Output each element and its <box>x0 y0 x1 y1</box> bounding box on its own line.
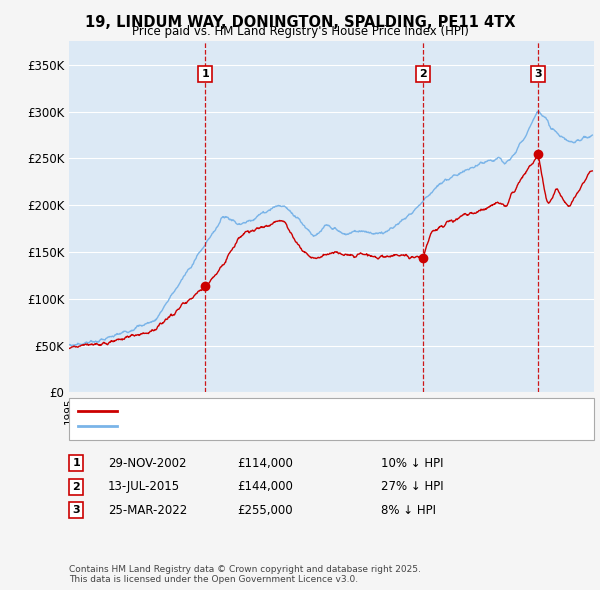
Text: Contains HM Land Registry data © Crown copyright and database right 2025.
This d: Contains HM Land Registry data © Crown c… <box>69 565 421 584</box>
Text: 25-MAR-2022: 25-MAR-2022 <box>108 504 187 517</box>
Text: Price paid vs. HM Land Registry's House Price Index (HPI): Price paid vs. HM Land Registry's House … <box>131 25 469 38</box>
Text: 1: 1 <box>201 69 209 79</box>
Text: 13-JUL-2015: 13-JUL-2015 <box>108 480 180 493</box>
Text: 19, LINDUM WAY, DONINGTON, SPALDING, PE11 4TX (detached house): 19, LINDUM WAY, DONINGTON, SPALDING, PE1… <box>123 407 490 416</box>
Text: 3: 3 <box>534 69 542 79</box>
Text: 3: 3 <box>73 506 80 515</box>
Text: 29-NOV-2002: 29-NOV-2002 <box>108 457 187 470</box>
Text: 2: 2 <box>419 69 427 79</box>
Text: £144,000: £144,000 <box>237 480 293 493</box>
Text: 8% ↓ HPI: 8% ↓ HPI <box>381 504 436 517</box>
Text: 27% ↓ HPI: 27% ↓ HPI <box>381 480 443 493</box>
Text: HPI: Average price, detached house, South Holland: HPI: Average price, detached house, Sout… <box>123 421 389 431</box>
Text: 19, LINDUM WAY, DONINGTON, SPALDING, PE11 4TX: 19, LINDUM WAY, DONINGTON, SPALDING, PE1… <box>85 15 515 30</box>
Text: 10% ↓ HPI: 10% ↓ HPI <box>381 457 443 470</box>
Text: £114,000: £114,000 <box>237 457 293 470</box>
Text: 2: 2 <box>73 482 80 491</box>
Text: £255,000: £255,000 <box>237 504 293 517</box>
Text: 1: 1 <box>73 458 80 468</box>
